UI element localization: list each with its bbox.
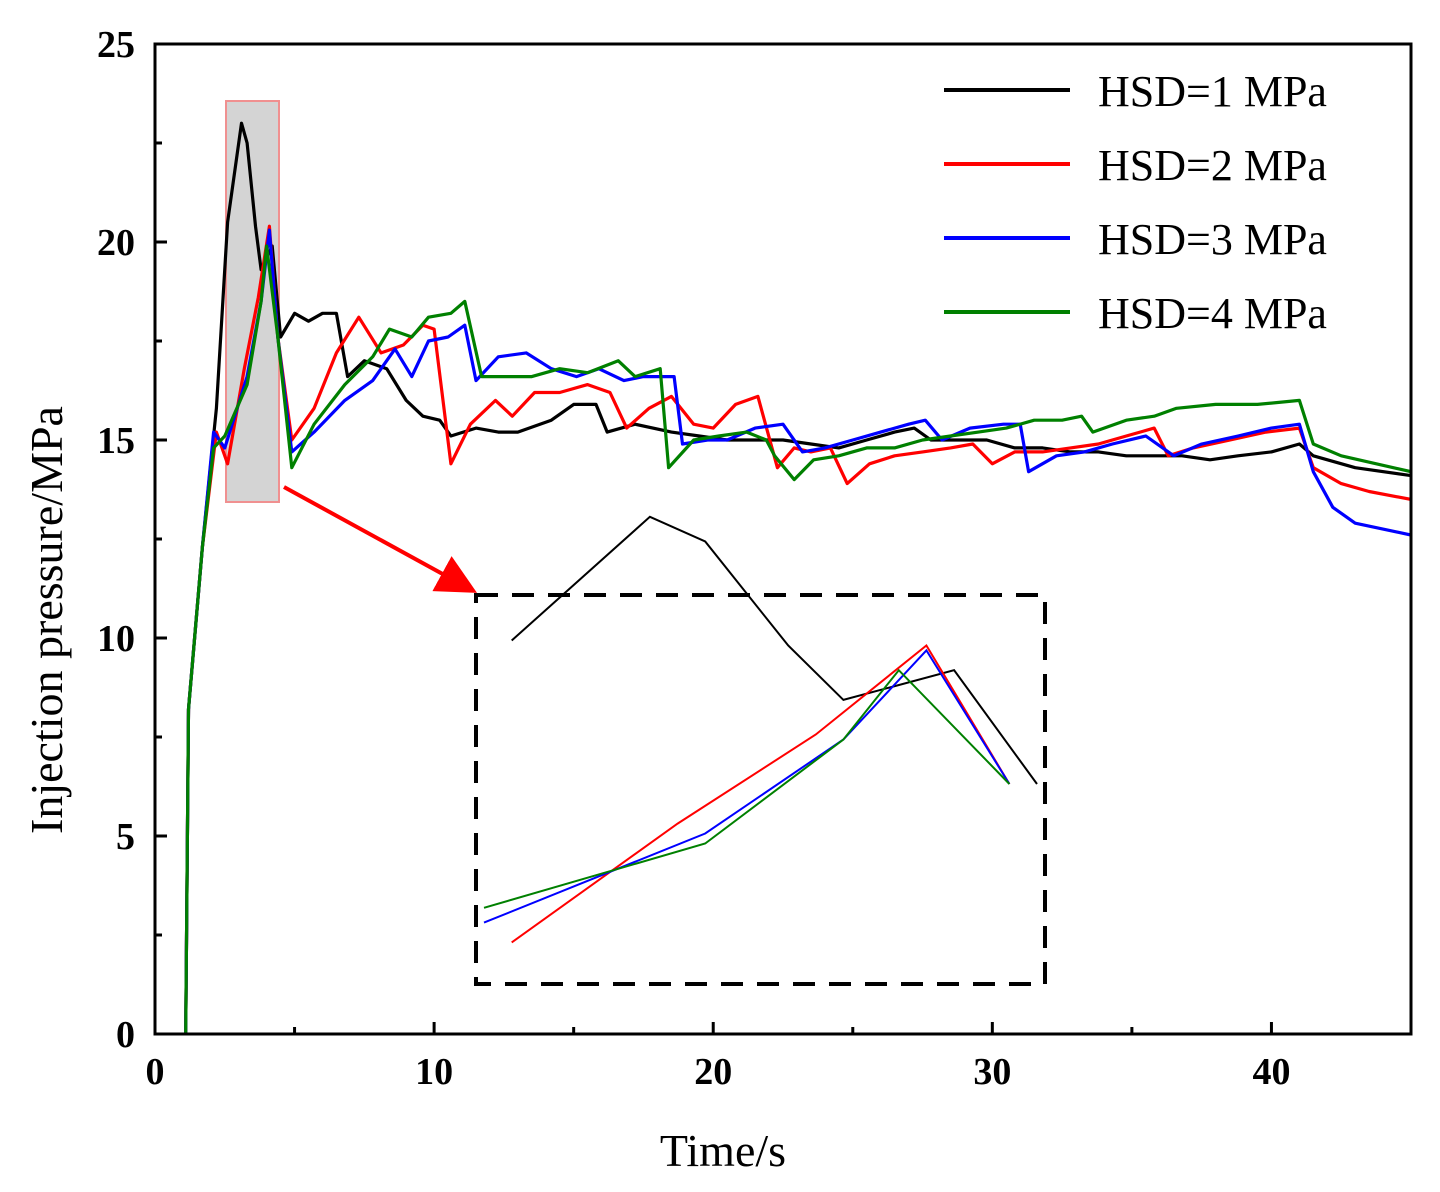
x-tick-label: 30 <box>973 1051 1011 1093</box>
zoom-highlight-box <box>225 100 280 503</box>
series-line-4 <box>184 244 1411 1034</box>
y-axis-title: Injection pressure/MPa <box>21 406 72 834</box>
plot-frame <box>153 42 1413 1036</box>
y-tick-label: 0 <box>116 1014 135 1056</box>
x-tick-label: 0 <box>146 1051 165 1093</box>
inset-series-line-4 <box>483 668 1011 909</box>
x-tick-label: 20 <box>694 1051 732 1093</box>
series-line-2 <box>184 224 1411 1034</box>
inset-box <box>474 593 1047 986</box>
legend-label: HSD=2 MPa <box>1098 141 1327 190</box>
series-line-3 <box>184 228 1411 1034</box>
series-line-1 <box>184 121 1411 1034</box>
y-tick-label: 25 <box>97 24 135 66</box>
y-tick-label: 5 <box>116 816 135 858</box>
x-tick-label: 40 <box>1252 1051 1290 1093</box>
inset-series-line-3 <box>483 648 1011 924</box>
y-tick-label: 15 <box>97 420 135 462</box>
y-tick-label: 10 <box>97 618 135 660</box>
legend-label: HSD=3 MPa <box>1098 215 1327 264</box>
x-axis-title: Time/s <box>660 1125 786 1176</box>
legend-label: HSD=4 MPa <box>1098 289 1327 338</box>
y-tick-label: 20 <box>97 222 135 264</box>
inset-series-line-2 <box>511 644 1011 944</box>
x-tick-label: 10 <box>415 1051 453 1093</box>
legend-label: HSD=1 MPa <box>1098 67 1327 116</box>
inset-series-line-1 <box>511 515 1038 785</box>
zoom-arrow <box>283 485 478 593</box>
